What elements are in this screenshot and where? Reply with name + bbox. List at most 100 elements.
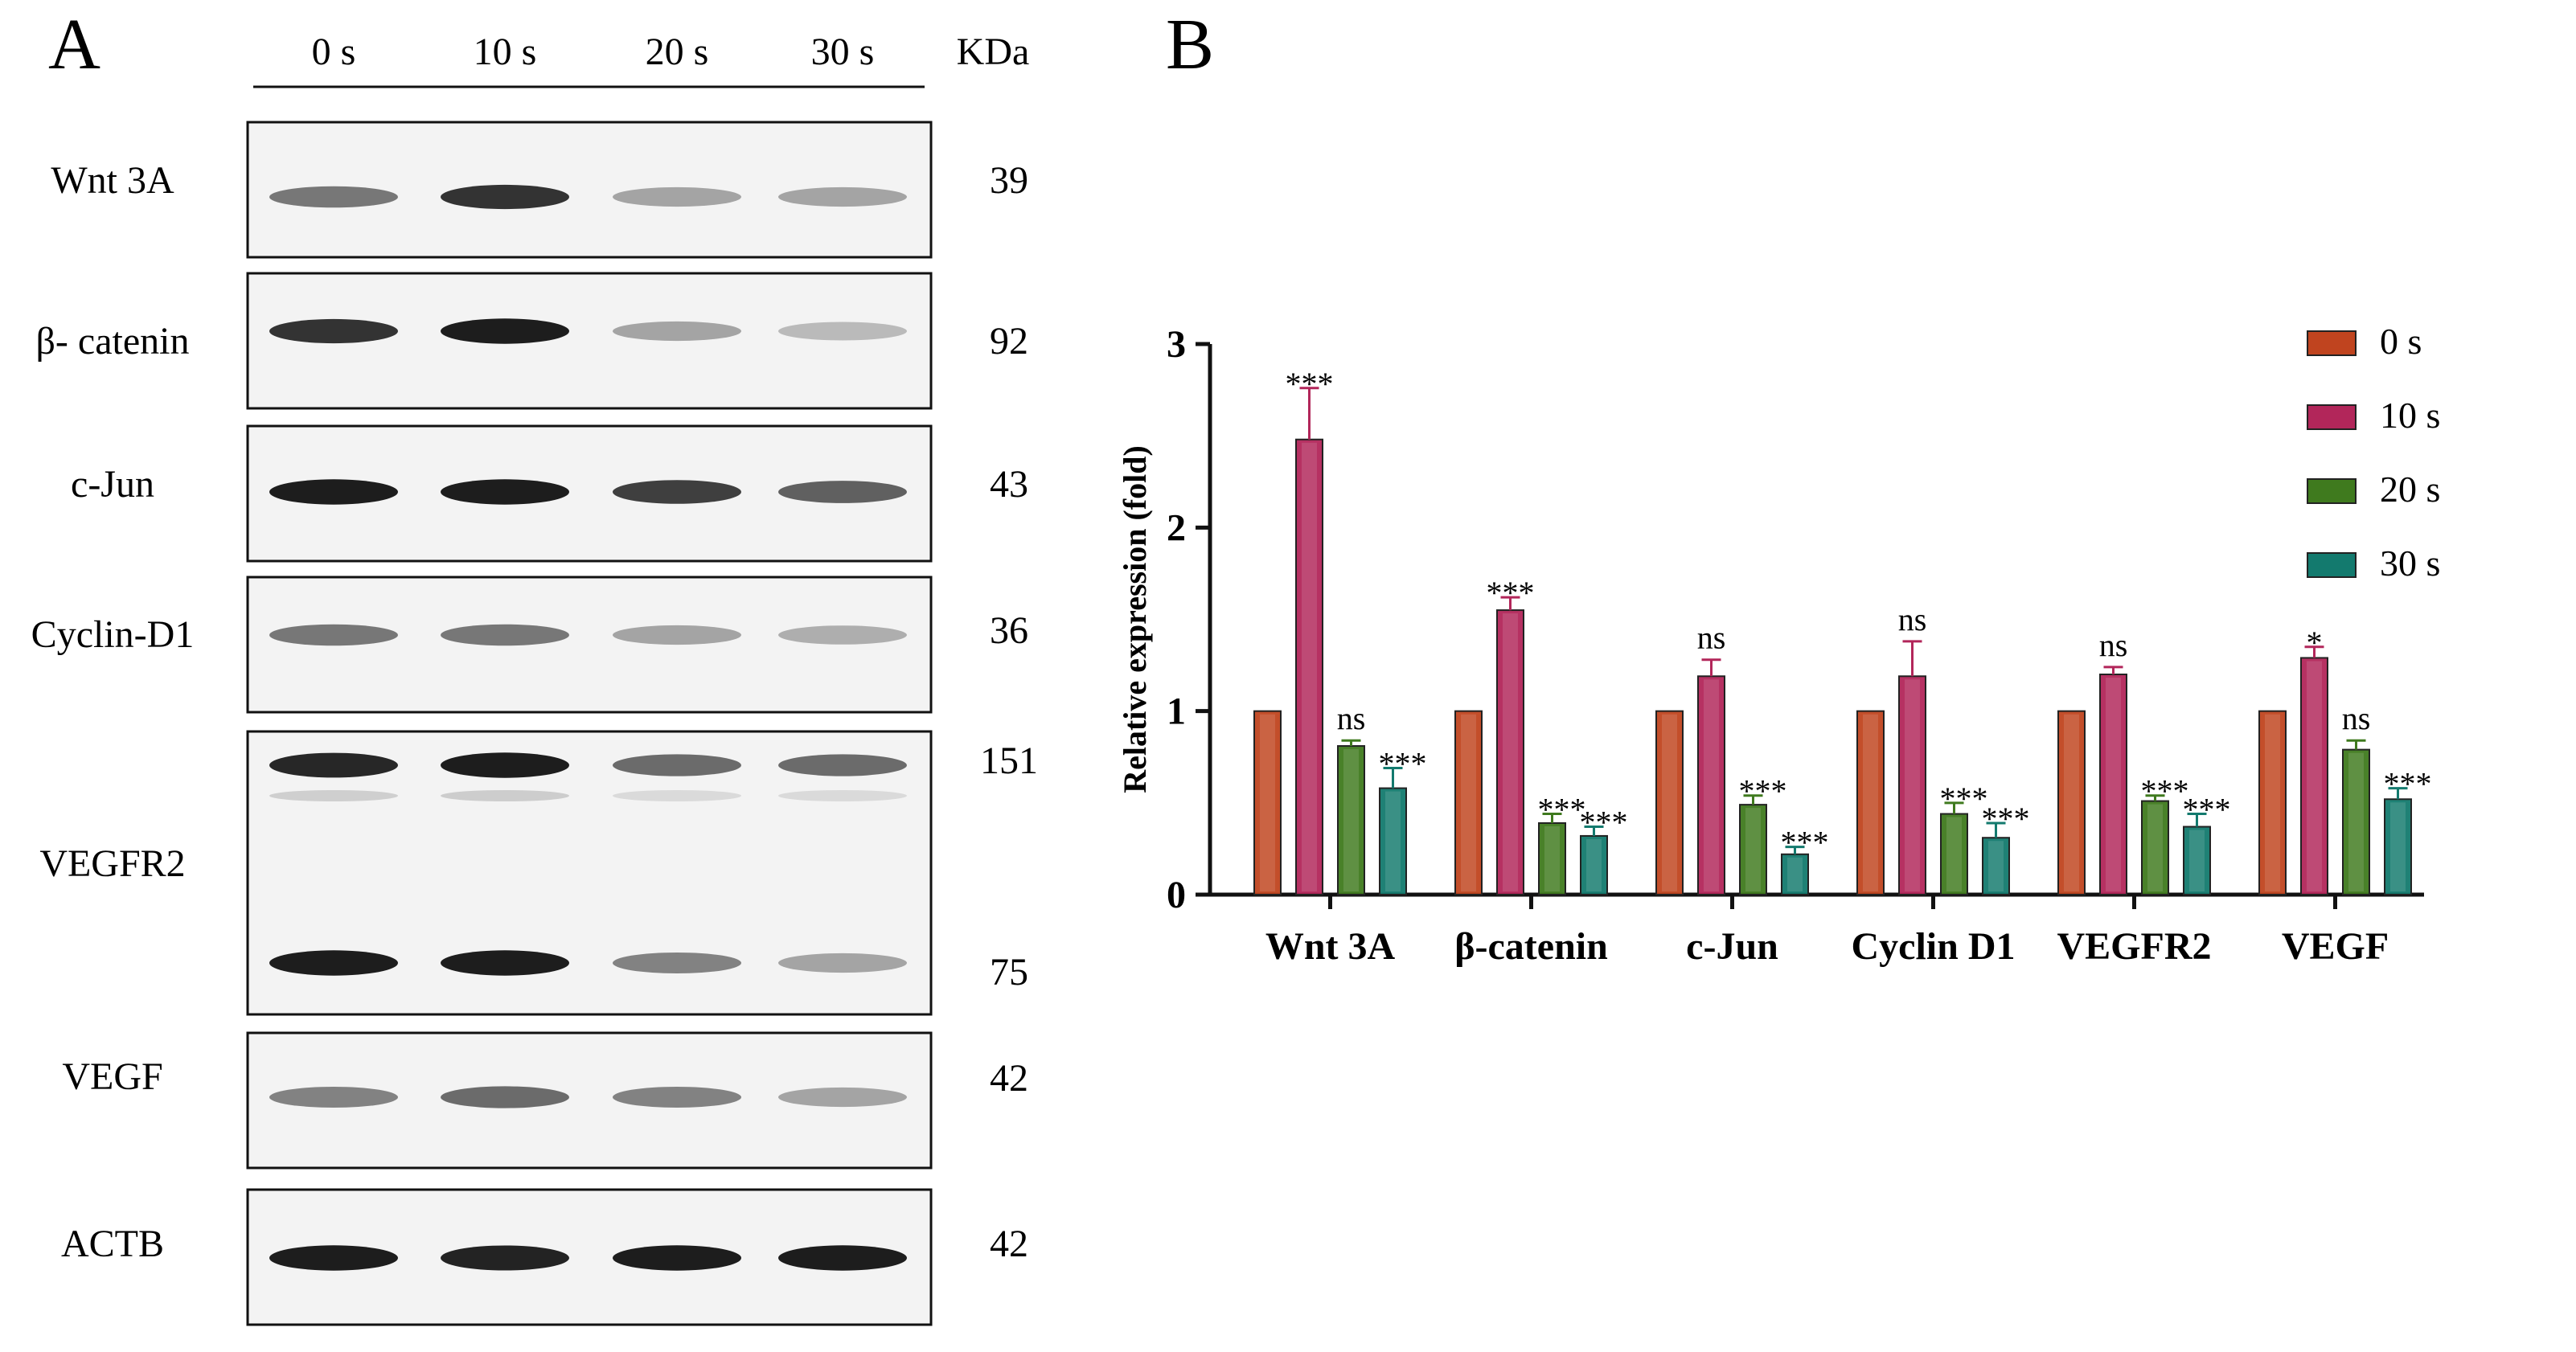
blot-band <box>613 1087 741 1108</box>
blot-frame <box>246 576 933 714</box>
legend-label: 10 s <box>2380 395 2440 436</box>
significance-label: ns <box>2099 627 2128 663</box>
bar-highlight <box>2106 678 2121 891</box>
significance-label: * <box>2307 625 2323 661</box>
protein-label: β- catenin <box>36 320 190 363</box>
blot-band <box>441 479 569 505</box>
blot-band <box>613 186 741 207</box>
y-tick-label: 1 <box>1167 690 1186 733</box>
molecular-weight-label: 75 <box>990 951 1028 994</box>
bar <box>1538 821 1566 896</box>
significance-label: *** <box>1487 575 1535 611</box>
bar-highlight <box>1905 679 1920 891</box>
bar-highlight <box>1988 841 2004 891</box>
legend-swatch <box>2307 552 2357 578</box>
blot-band <box>778 481 907 503</box>
significance-label: *** <box>2384 766 2432 802</box>
molecular-weight-label: 151 <box>980 740 1038 782</box>
molecular-weight-label: 39 <box>990 159 1028 202</box>
bar-highlight <box>2189 830 2205 891</box>
bar-chart-panel: B 0 1 2 3 Relative expression (fold) Wnt 3A β-… <box>1061 0 2576 1348</box>
blot-band <box>269 1087 398 1108</box>
blot-band <box>269 479 398 505</box>
kda-header: KDa <box>957 31 1030 73</box>
bar <box>1295 438 1323 895</box>
significance-label: *** <box>1538 792 1586 828</box>
bar-highlight <box>1260 714 1275 891</box>
molecular-weight-label: 92 <box>990 320 1028 363</box>
bar <box>1781 853 1809 896</box>
significance-label: *** <box>1739 773 1787 809</box>
y-tick-label: 0 <box>1167 874 1186 916</box>
bar <box>1982 837 2010 896</box>
bar-highlight <box>2348 752 2364 891</box>
legend-label: 0 s <box>2380 321 2422 362</box>
x-tick-label: β-catenin <box>1454 925 1608 968</box>
bar <box>1454 710 1483 896</box>
legend-label: 20 s <box>2380 469 2440 510</box>
bar-highlight <box>1385 791 1401 891</box>
bar-highlight <box>1787 857 1803 891</box>
blot-band <box>441 184 569 210</box>
bar <box>2384 798 2412 895</box>
bar <box>1655 710 1684 896</box>
blot-band <box>613 625 741 645</box>
lane-label: 0 s <box>312 31 356 73</box>
blot-row: Cyclin-D1 36 <box>31 576 1028 714</box>
western-blot-panel: A KDa 0 s 10 s 20 s 30 s Wnt 3A 39 β- catenin… <box>0 0 1061 1348</box>
blot-band <box>441 950 569 976</box>
bar <box>1580 834 1608 896</box>
blot-row: ACTB 42 <box>61 1188 1028 1326</box>
bar-highlight <box>1946 817 1962 891</box>
blot-band-faint <box>778 790 907 801</box>
panel-b-letter: B <box>1166 5 1214 84</box>
blot-band <box>613 953 741 973</box>
blot-band <box>441 318 569 344</box>
legend-label: 30 s <box>2380 543 2440 584</box>
x-tick-label: VEGFR2 <box>2057 925 2212 968</box>
molecular-weight-label: 42 <box>990 1223 1028 1265</box>
significance-label: *** <box>1940 780 1988 817</box>
bar <box>2342 748 2370 895</box>
bar-chart: B 0 1 2 3 Relative expression (fold) Wnt 3A β-… <box>1117 5 2440 968</box>
blot-row: Wnt 3A 39 <box>51 121 1028 259</box>
panel-a-letter: A <box>48 5 100 84</box>
significance-label: *** <box>1982 801 2030 837</box>
blot-band <box>613 1245 741 1271</box>
blot-band <box>778 625 907 645</box>
y-axis-label: Relative expression (fold) <box>1117 445 1153 793</box>
blot-band <box>269 186 398 208</box>
lane-label: 30 s <box>811 31 875 73</box>
protein-label: VEGFR2 <box>39 842 185 885</box>
significance-label: ns <box>1697 620 1726 656</box>
x-tick-label: VEGF <box>2282 925 2389 968</box>
protein-label: ACTB <box>61 1223 164 1265</box>
x-tick-label: Cyclin D1 <box>1852 925 2016 968</box>
blot-band <box>269 1245 398 1271</box>
molecular-weight-label: 42 <box>990 1057 1028 1100</box>
blot-band <box>269 752 398 778</box>
blot-band-faint <box>613 790 741 801</box>
significance-label: *** <box>1379 745 1427 781</box>
chart-legend: 0 s 10 s 20 s 30 s <box>2307 321 2440 584</box>
blot-band <box>441 1245 569 1271</box>
bar-highlight <box>2064 714 2079 891</box>
bar <box>1253 710 1282 896</box>
blot-band <box>269 624 398 646</box>
legend-swatch <box>2307 478 2357 504</box>
bar <box>1379 787 1407 895</box>
blot-band <box>778 322 907 341</box>
significance-label: *** <box>1781 825 1829 861</box>
legend-swatch <box>2307 330 2357 356</box>
blot-band <box>778 953 907 973</box>
protein-label: VEGF <box>62 1055 162 1098</box>
blot-band <box>778 1245 907 1271</box>
bar-highlight <box>1544 826 1560 891</box>
bar-highlight <box>2307 661 2322 891</box>
significance-label: ns <box>1337 700 1366 736</box>
bar-highlight <box>2147 804 2163 891</box>
molecular-weight-label: 43 <box>990 463 1028 506</box>
blot-band <box>269 950 398 976</box>
bar <box>2258 710 2287 896</box>
blot-band <box>778 1087 907 1108</box>
